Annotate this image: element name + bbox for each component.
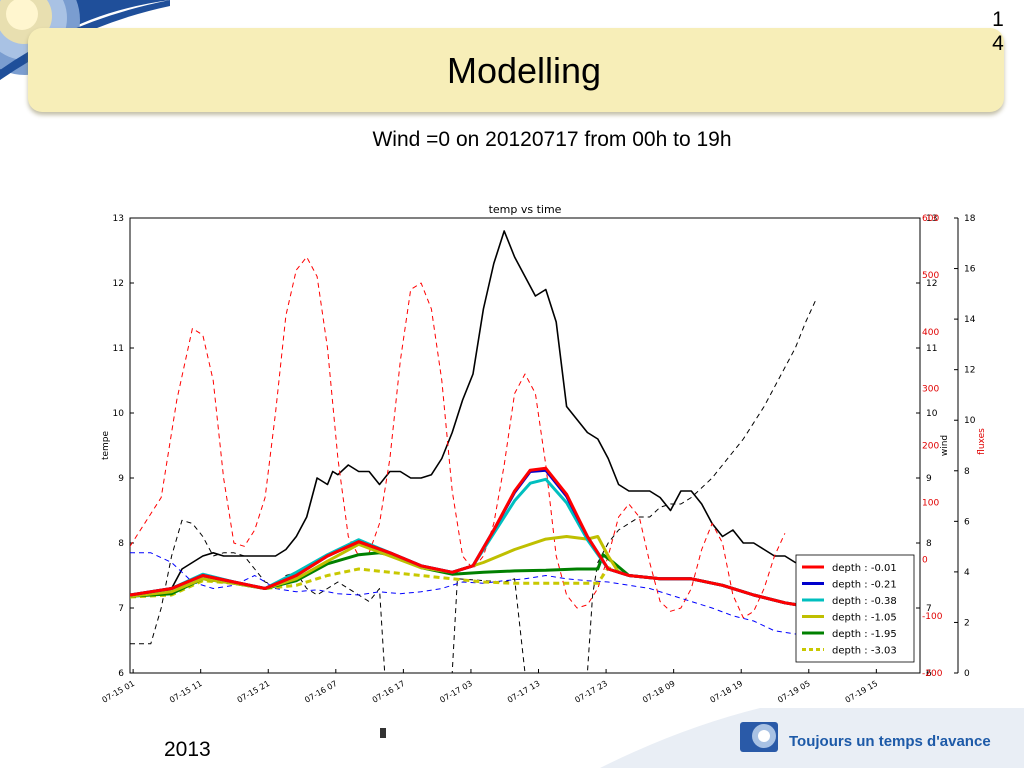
wind-tick-label: 6 [964,517,970,527]
series-line [130,552,858,635]
y-tick-label: 13 [113,214,124,224]
x-tick-label: 07-19 05 [776,679,812,705]
wind-tick-label: 2 [964,618,970,628]
legend-label: depth : -0.38 [832,596,897,607]
series-line [130,230,848,598]
title-banner [28,28,1004,112]
x-tick-label: 07-17 03 [438,679,474,705]
y-tick-label-right: 10 [926,409,938,419]
x-tick-label: 07-15 21 [236,679,272,705]
y-tick-label-right: 7 [926,604,932,614]
footer-bar [0,708,1024,768]
x-tick-label: 07-18 19 [709,679,745,705]
chart-title: temp vs time [489,203,562,216]
wind-tick-label: 10 [964,416,976,426]
y-tick-label-right: 8 [926,539,932,549]
page-number-line2: 4 [992,32,1004,55]
x-tick-label: 07-17 13 [506,679,542,705]
y-tick-label: 6 [118,669,124,679]
y-tick-label: 7 [118,604,124,614]
wind-tick-label: 4 [964,568,970,578]
legend-label: depth : -0.01 [832,563,897,574]
series-line [130,299,817,673]
y-tick-label-right: 13 [926,214,937,224]
y-tick-label: 11 [113,344,124,354]
fluxes-axis-label: fluxes [977,428,987,455]
x-tick-label: 07-16 17 [371,679,407,705]
logo-icon [740,722,778,752]
legend-box [795,554,915,663]
temp-vs-time-chart: temp vs time 6 6 7 7 8 8 9 9 10 10 11 11 12 12 13 13 temp… [100,203,987,705]
fluxes-tick-label: 0 [922,555,928,565]
fluxes-tick-label: 500 [922,271,939,281]
page-number: 1 4 [984,8,1012,56]
fluxes-tick-label: -200 [922,669,943,679]
wind-tick-label: 12 [964,366,975,376]
x-tick-label: 07-17 23 [573,679,609,705]
series-line [130,256,786,619]
x-tick-label: 07-19 15 [844,679,880,705]
fluxes-tick-label: 400 [922,328,939,338]
y-tick-label: 9 [118,474,124,484]
fluxes-tick-label: 600 [922,214,939,224]
y-tick-label: 8 [118,539,124,549]
series-line [130,466,879,611]
legend-label: depth : -3.03 [832,646,897,657]
wind-tick-label: 0 [964,669,970,679]
x-tick-label: 07-15 11 [168,679,204,705]
plot-frame [129,217,921,674]
y-tick-label: 10 [113,409,125,419]
y-tick-label-right: 12 [926,279,937,289]
slide-title: Modelling [446,50,602,91]
y-tick-label-right: 6 [926,669,932,679]
x-tick-label: 07-18 09 [641,679,677,705]
fluxes-tick-label: -100 [922,612,943,622]
y-tick-label-right: 11 [926,344,937,354]
x-tick-label: 07-15 01 [100,679,136,705]
chart-container: temp vs time 6 6 7 7 8 8 9 9 10 10 11 11 12 12 13 13 temp… [96,198,1000,708]
wind-tick-label: 18 [964,214,976,224]
fluxes-tick-label: 100 [922,498,939,508]
page-number-line1: 1 [992,8,1004,31]
y-tick-label-right: 9 [926,474,932,484]
logo-tagline: Toujours un temps d'avance [789,733,991,750]
fluxes-tick-label: 300 [922,385,939,395]
wind-tick-label: 8 [964,467,970,477]
y-tick-label: 12 [113,279,124,289]
wind-tick-label: 14 [964,315,976,325]
legend-label: depth : -1.05 [832,613,897,624]
legend-label: depth : -1.95 [832,629,897,640]
legend-label: depth : -0.21 [832,580,897,591]
y-axis-label: tempe [101,431,111,461]
footer-year: 2013 [164,738,211,761]
slide-subtitle: Wind =0 on 20120717 from 00h to 19h [372,128,732,151]
wind-tick-label: 16 [964,265,976,275]
fluxes-tick-label: 200 [922,442,939,452]
x-tick-label: 07-16 07 [303,679,339,705]
wind-axis-label: wind [940,435,950,456]
